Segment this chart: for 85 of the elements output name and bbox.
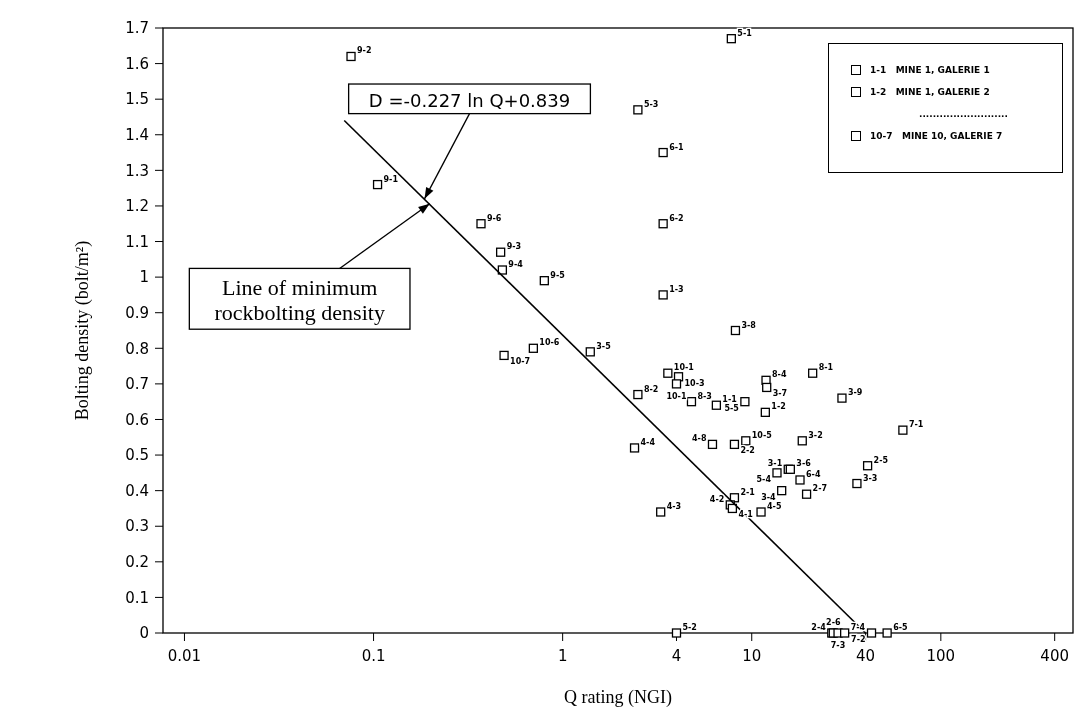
y-tick-label: 0.6 xyxy=(125,410,149,429)
data-label: 9-4 xyxy=(508,260,524,269)
x-tick-label: 10 xyxy=(742,647,762,665)
data-label: 6-4 xyxy=(806,469,821,479)
data-label: 7-3 xyxy=(830,641,846,650)
data-label: 7-1 xyxy=(908,420,924,430)
y-tick-label: 1 xyxy=(139,268,149,287)
y-tick-label: 0.2 xyxy=(125,553,149,572)
data-label: 1-1 xyxy=(722,395,738,405)
data-label: 8-1 xyxy=(818,363,834,373)
data-label: 2-7 xyxy=(812,484,828,494)
data-label: 7-2 xyxy=(851,635,866,644)
annotation: 10-7 MINE 10, GALERIE 7 xyxy=(870,131,1003,141)
data-label: 2-6 xyxy=(826,618,841,627)
data-label: 4-2 xyxy=(709,494,725,504)
data-label: 9-3 xyxy=(506,242,522,252)
y-tick-label: 1.7 xyxy=(125,19,149,38)
y-tick-label: 0.5 xyxy=(125,446,149,465)
data-label: 10-7 xyxy=(510,357,531,367)
data-label: 5-4 xyxy=(756,474,772,484)
data-label: 10-5 xyxy=(751,430,773,440)
y-tick-label: 0.3 xyxy=(125,517,149,536)
data-label: 3-1 xyxy=(767,459,783,469)
y-tick-label: 0.4 xyxy=(125,481,149,500)
data-label: 10-1 xyxy=(666,391,687,401)
data-label: 3-4 xyxy=(761,492,777,502)
data-label: 6-1 xyxy=(669,142,685,152)
y-tick-label: 0 xyxy=(139,624,149,643)
data-label: 6-2 xyxy=(669,213,684,223)
data-label: 3-5 xyxy=(596,341,612,351)
data-label: 2-2 xyxy=(740,446,755,456)
data-label: 4-5 xyxy=(767,502,782,511)
y-axis-title: Bolting density (bolt/m²) xyxy=(72,240,93,421)
data-label: 5-5 xyxy=(724,403,740,413)
x-tick-label: 0.1 xyxy=(361,647,386,665)
data-label: 2-1 xyxy=(740,487,756,497)
data-label: 9-2 xyxy=(357,46,372,56)
data-label: 2-5 xyxy=(873,455,889,465)
data-label: 6-5 xyxy=(893,623,909,632)
x-tick-label: 0.01 xyxy=(167,647,202,665)
annotation: 1-1 MINE 1, GALERIE 1 xyxy=(870,65,990,75)
data-label: 4-3 xyxy=(666,502,682,511)
x-tick-label: 100 xyxy=(926,647,956,665)
data-label: 5-3 xyxy=(643,99,659,109)
data-label: 3-7 xyxy=(772,389,788,399)
data-label: 1-3 xyxy=(669,284,684,294)
x-tick-label: 40 xyxy=(856,647,876,665)
x-axis-title: Q rating (NGI) xyxy=(564,687,672,708)
y-tick-label: 1.1 xyxy=(125,232,149,251)
x-tick-label: 400 xyxy=(1040,647,1069,665)
data-label: 3-3 xyxy=(862,473,878,483)
annotation: D =-0.227 ln Q+0.839 xyxy=(368,89,571,111)
data-label: 3-2 xyxy=(808,430,823,440)
data-label: 3-9 xyxy=(847,388,863,398)
y-tick-label: 0.7 xyxy=(125,375,149,394)
y-tick-label: 0.8 xyxy=(125,339,149,358)
data-label: 10-3 xyxy=(684,378,705,388)
data-label: 4-8 xyxy=(692,434,707,444)
data-label: 5-2 xyxy=(682,623,697,632)
y-tick-label: 1.4 xyxy=(125,126,149,145)
data-label: 2-4 xyxy=(811,623,827,632)
annotation: 1-2 MINE 1, GALERIE 2 xyxy=(870,87,990,97)
data-label: 3-8 xyxy=(741,320,757,330)
data-label: 5-1 xyxy=(737,28,753,38)
data-label: 10-6 xyxy=(539,338,560,348)
data-label: 9-5 xyxy=(550,270,566,280)
annotation: .......................... xyxy=(919,109,1008,119)
data-label: 9-6 xyxy=(487,213,502,223)
x-tick-label: 4 xyxy=(671,647,682,665)
y-tick-label: 1.3 xyxy=(125,161,149,180)
data-label: 9-1 xyxy=(383,174,399,184)
y-tick-label: 1.2 xyxy=(125,197,149,216)
y-tick-label: 1.6 xyxy=(125,54,149,73)
y-tick-label: 1.5 xyxy=(125,90,149,109)
x-tick-label: 1 xyxy=(557,647,568,665)
data-label: 8-4 xyxy=(772,370,787,380)
data-label: 10-1 xyxy=(673,363,695,373)
y-tick-label: 0.1 xyxy=(125,588,149,607)
data-label: 4-4 xyxy=(640,437,656,447)
data-label: 3-6 xyxy=(796,459,812,469)
data-label: 1-2 xyxy=(771,402,786,412)
y-tick-label: 0.9 xyxy=(125,303,149,322)
data-label: 8-2 xyxy=(643,384,659,394)
annotation: Line of minimum rockbolting density xyxy=(214,275,385,325)
data-label: 8-3 xyxy=(697,391,712,401)
